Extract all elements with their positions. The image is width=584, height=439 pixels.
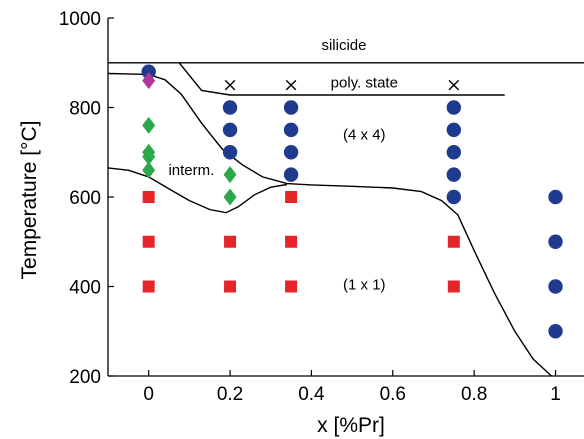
y-tick-label: 400 [69,278,101,299]
square-marker [142,280,155,293]
region-label: (1 x 1) [343,276,386,293]
circle-marker [548,189,563,205]
circle-marker [446,100,462,115]
diamond-marker [142,148,156,166]
square-marker [142,191,155,203]
y-axis-title: Temperature [°C] [18,121,41,280]
square-marker [142,235,155,248]
x-tick-label: 0.4 [298,384,325,405]
circle-marker [222,145,238,160]
y-tick-label: 600 [69,188,101,209]
marker-layer [141,64,563,339]
annotation-layer: silicide poly. state (4 x 4) interm. (1 x 1) [168,37,397,293]
phase-boundary-4 [107,167,288,214]
y-ticks: 200 400 600 800 1000 [59,9,114,388]
phase-boundary-2 [178,62,505,96]
cross-marker [448,79,460,91]
region-label: interm. [168,162,214,179]
square-marker [224,235,237,248]
x-ticks: 0 0.2 0.4 0.6 0.8 1 [143,370,561,405]
x-tick-label: 0.8 [461,384,487,405]
circle-marker [283,100,299,115]
square-marker [285,191,298,203]
square-marker [224,280,237,293]
x-axis-title: x [%Pr] [317,414,385,437]
x-tick-label: 0.2 [217,384,243,405]
circle-marker [548,234,563,249]
circle-marker [141,64,156,79]
circle-marker [283,122,299,138]
x-tick-label: 1 [550,384,561,405]
circle-marker [283,145,299,160]
circle-marker [283,167,299,182]
y-tick-label: 1000 [59,9,101,30]
diamond-marker [223,166,237,184]
square-marker [285,280,298,293]
circle-marker [548,324,563,339]
square-marker [447,280,460,293]
diamond-marker [142,161,156,179]
region-label: silicide [321,37,366,54]
boundary-layer [107,62,584,377]
square-marker [447,235,460,248]
x-tick-label: 0.6 [380,384,406,405]
square-marker [285,235,298,248]
cross-marker [224,79,236,91]
cross-marker [285,79,297,91]
circle-marker [446,122,462,138]
axes [107,18,584,377]
y-tick-label: 800 [69,99,101,120]
phase-boundary-3 [107,72,552,377]
diamond-marker [142,72,156,90]
circle-marker [446,167,462,182]
circle-marker [548,279,563,294]
circle-marker [446,189,462,205]
region-label: poly. state [331,74,398,91]
y-tick-label: 200 [69,367,101,388]
circle-marker [222,100,238,115]
x-tick-label: 0 [143,384,154,405]
circle-marker [222,122,238,138]
region-label: (4 x 4) [343,126,386,143]
diamond-marker [223,188,237,206]
circle-marker [446,145,462,160]
diamond-marker [142,116,156,134]
